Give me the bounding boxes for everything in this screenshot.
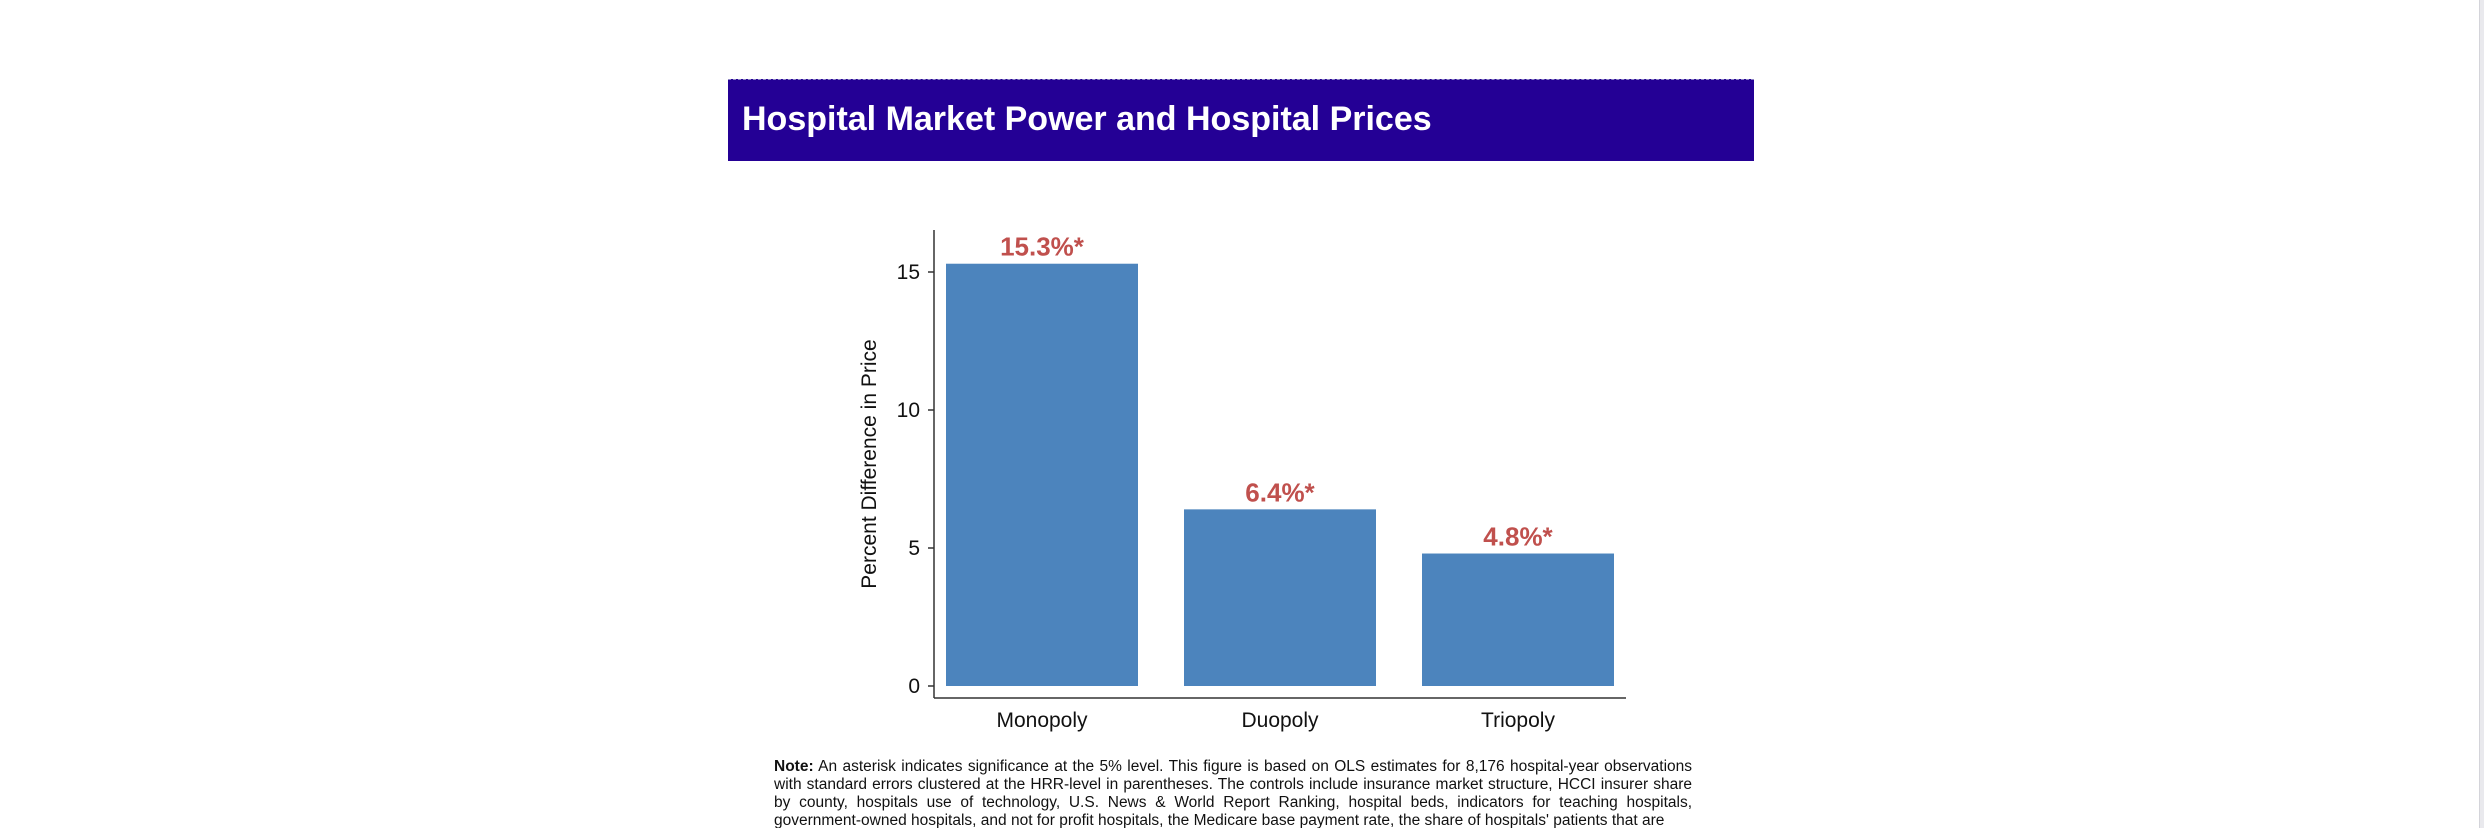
figure-note: Note: An asterisk indicates significance…	[774, 758, 1692, 828]
y-ticks: 0 5 10 15	[897, 261, 934, 698]
category-label: Triopoly	[1481, 709, 1555, 732]
data-label: 6.4%*	[1245, 477, 1315, 507]
note-label: Note:	[774, 758, 814, 775]
scrollbar[interactable]	[2479, 0, 2484, 828]
data-label: 15.3%*	[1000, 232, 1085, 262]
data-labels: 15.3%* 6.4%* 4.8%*	[1000, 232, 1553, 552]
chart-axes	[933, 230, 1626, 699]
bars	[946, 263, 1614, 686]
y-tick-label: 0	[908, 675, 920, 698]
bar-triopoly	[1422, 553, 1614, 686]
bar-monopoly	[946, 263, 1138, 686]
y-axis-label: Percent Difference in Price	[858, 339, 881, 588]
title-banner: Hospital Market Power and Hospital Price…	[728, 79, 1754, 161]
bar-chart: 0 5 10 15 15.3%* 6.4%* 4.8%* Monopoly Duopoly T…	[858, 230, 1626, 732]
y-tick-label: 15	[897, 261, 920, 284]
note-text: An asterisk indicates significance at th…	[774, 758, 1693, 828]
page-title: Hospital Market Power and Hospital Price…	[742, 100, 1432, 138]
category-label: Monopoly	[996, 709, 1088, 732]
category-labels: Monopoly Duopoly Triopoly	[996, 709, 1555, 732]
bar-duopoly	[1184, 509, 1376, 686]
y-tick-label: 5	[908, 537, 920, 560]
y-tick-label: 10	[897, 399, 920, 422]
category-label: Duopoly	[1241, 709, 1319, 732]
data-label: 4.8%*	[1483, 522, 1553, 552]
